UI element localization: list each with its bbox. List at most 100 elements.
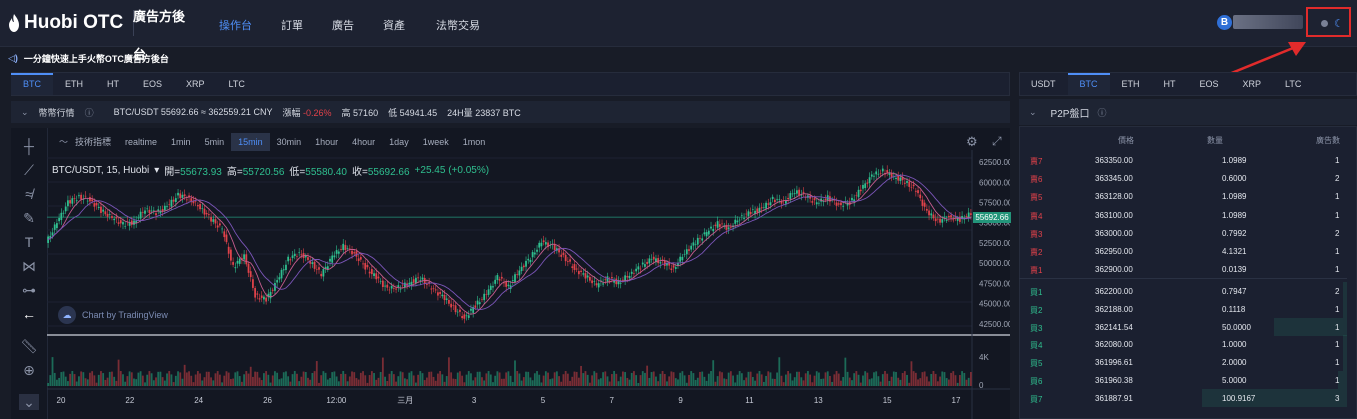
volume-bar	[586, 374, 589, 386]
sell-order-row[interactable]: 賣3 363000.00 0.7992 2	[1019, 224, 1347, 242]
legend-symbol[interactable]: BTC/USDT, 15, Huobi	[52, 165, 150, 176]
tab-book-eth[interactable]: ETH	[1121, 79, 1140, 89]
crosshair-icon[interactable]: ┼	[24, 138, 34, 154]
expand-down-icon[interactable]: ⌄	[19, 394, 39, 410]
chart-area[interactable]	[11, 128, 1010, 419]
nav-ads[interactable]: 廣告	[332, 20, 354, 32]
interval-1min[interactable]: 1min	[171, 137, 191, 147]
nav-orders[interactable]: 訂單	[281, 20, 303, 32]
volume-bar	[274, 371, 276, 386]
interval-1hour[interactable]: 1hour	[315, 137, 339, 147]
interval-4hour[interactable]: 4hour	[352, 137, 376, 147]
interval-1week[interactable]: 1week	[422, 137, 449, 147]
sell-order-row[interactable]: 賣6 363345.00 0.6000 2	[1019, 169, 1347, 187]
buy-order-row[interactable]: 買1 362200.00 0.7947 2	[1019, 282, 1347, 300]
tab-book-eos[interactable]: EOS	[1199, 79, 1219, 89]
tab-eos[interactable]: EOS	[143, 79, 163, 89]
tab-btc[interactable]: BTC	[11, 73, 53, 95]
indicator-button[interactable]: 技術指標	[75, 137, 112, 147]
avatar[interactable]: B	[1217, 15, 1232, 30]
notice-bar[interactable]: ◁) 一分鐘快速上手火幣OTC廣告方後台	[8, 52, 169, 65]
volume-bar	[236, 371, 239, 386]
price-chart[interactable]: 62500.00 60000.00 57500.00 55000.00 52500.00…	[47, 150, 1010, 419]
buy-order-row[interactable]: 買4 362080.00 1.0000 1	[1019, 335, 1347, 354]
volume-bar	[655, 376, 657, 386]
buy-order-row[interactable]: 買2 362188.00 0.1118 1	[1019, 299, 1347, 318]
volume-bar	[663, 373, 666, 386]
caret-down-icon[interactable]: ▾	[154, 165, 160, 176]
chevron-down-icon[interactable]: ⌄	[1029, 106, 1037, 117]
volume-bar	[553, 372, 556, 386]
order-count: 1	[1335, 304, 1340, 314]
notice-text[interactable]: 一分鐘快速上手火幣OTC廣告方後台	[23, 54, 169, 64]
moon-icon[interactable]: ☾	[1334, 18, 1344, 30]
nav-fiat-trade[interactable]: 法幣交易	[436, 20, 480, 32]
trendline-icon[interactable]: ⟋	[24, 162, 34, 178]
tab-ht[interactable]: HT	[107, 79, 119, 89]
volume-bar	[265, 371, 268, 386]
tab-book-xrp[interactable]: XRP	[1242, 79, 1262, 89]
sell-order-row[interactable]: 賣7 363350.00 1.0989 1	[1019, 151, 1347, 169]
pattern-icon[interactable]: ⋈	[22, 258, 36, 274]
tab-book-btc[interactable]: BTC	[1067, 73, 1110, 95]
username-redacted[interactable]	[1233, 15, 1303, 29]
chevron-down-icon[interactable]: ⌄	[21, 106, 29, 117]
candle-body	[886, 170, 889, 173]
candle-body	[461, 316, 464, 319]
ruler-icon[interactable]: 📏︎	[20, 338, 38, 354]
tab-book-ltc[interactable]: LTC	[1285, 79, 1302, 89]
tab-ltc[interactable]: LTC	[228, 79, 245, 89]
sun-icon[interactable]	[1321, 20, 1328, 27]
interval-1day[interactable]: 1day	[389, 137, 409, 147]
y-tick-label: 42500.00	[979, 320, 1010, 329]
tab-book-ht[interactable]: HT	[1163, 79, 1176, 89]
volume-bar	[133, 378, 135, 386]
buy-order-row[interactable]: 買3 362141.54 50.0000 1	[1019, 317, 1347, 336]
candle-body	[864, 183, 867, 188]
sell-order-row[interactable]: 賣2 362950.00 4.1321 1	[1019, 242, 1347, 260]
tradingview-watermark[interactable]: ☁ Chart by TradingView	[58, 306, 168, 324]
interval-30min[interactable]: 30min	[276, 137, 302, 147]
info-icon[interactable]: ⓘ	[84, 107, 94, 118]
volume-bar	[276, 372, 279, 386]
x-tick-label: 3	[472, 396, 477, 405]
tab-xrp[interactable]: XRP	[186, 79, 205, 89]
fullscreen-icon[interactable]: ⤢	[992, 134, 1002, 148]
fib-icon[interactable]: ≉	[25, 186, 33, 202]
volume-bar	[296, 373, 298, 386]
sell-order-row[interactable]: 賣1 362900.00 0.0139 1	[1019, 260, 1347, 278]
text-icon[interactable]: T	[24, 234, 34, 250]
info-icon[interactable]: ⓘ	[1097, 107, 1107, 118]
indicator-icon[interactable]: 〜	[59, 137, 69, 147]
zoom-in-icon[interactable]: ⊕	[23, 362, 35, 378]
theme-toggle[interactable]: ☾	[1306, 7, 1351, 37]
measure-icon[interactable]: ⊶	[22, 282, 36, 298]
settings-icon[interactable]: ⚙	[966, 134, 978, 149]
sell-order-row[interactable]: 賣4 363100.00 1.0989 1	[1019, 206, 1347, 224]
tab-eth[interactable]: ETH	[65, 79, 83, 89]
volume-bar	[611, 374, 613, 386]
candle-body	[346, 248, 349, 249]
candle-body	[765, 202, 767, 209]
volume-bar	[157, 371, 160, 386]
volume-bar	[355, 378, 358, 386]
sell-order-row[interactable]: 賣5 363128.00 1.0989 1	[1019, 187, 1347, 205]
buy-order-row[interactable]: 買7 361887.91 100.9167 3	[1019, 388, 1347, 407]
buy-order-row[interactable]: 買6 361960.38 5.0000 1	[1019, 371, 1347, 389]
interval-1mon[interactable]: 1mon	[462, 137, 486, 147]
volume-bar	[639, 375, 642, 386]
interval-15min[interactable]: 15min	[231, 133, 270, 151]
interval-5min[interactable]: 5min	[204, 137, 225, 147]
back-arrow-icon[interactable]: ←	[22, 306, 36, 322]
logo[interactable]: Huobi OTC	[8, 12, 123, 34]
nav-assets[interactable]: 資產	[383, 20, 405, 32]
brush-icon[interactable]: ✎	[23, 210, 35, 226]
volume-bar	[185, 372, 188, 386]
nav-console[interactable]: 操作台	[219, 20, 252, 32]
candle-body	[463, 314, 466, 319]
tab-usdt[interactable]: USDT	[1031, 79, 1056, 89]
interval-realtime[interactable]: realtime	[125, 137, 158, 147]
candle-body	[333, 255, 336, 258]
candle-body	[227, 246, 230, 254]
buy-order-row[interactable]: 買5 361996.61 2.0000 1	[1019, 353, 1347, 372]
